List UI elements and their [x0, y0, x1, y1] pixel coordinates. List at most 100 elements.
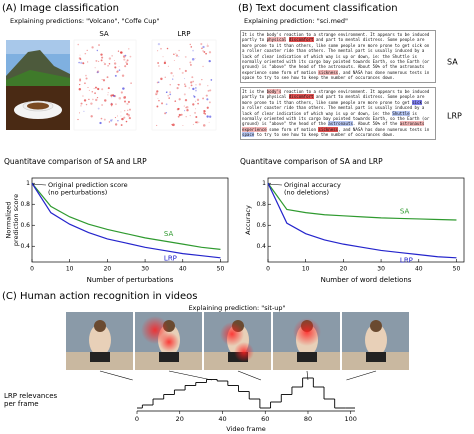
frame-connector — [237, 370, 262, 381]
heat-dot — [208, 101, 211, 104]
series-line — [31, 182, 221, 259]
heat-dot — [195, 87, 197, 89]
heat-dot — [110, 94, 113, 97]
panel-title: (A) Image classification — [2, 3, 119, 14]
heat-dot — [156, 124, 158, 127]
highlighted-word: Shuttle — [392, 110, 410, 116]
heat-dot — [78, 61, 80, 64]
series-label: LRP — [164, 254, 177, 262]
heat-dot — [110, 102, 112, 104]
method-label: SA — [447, 58, 458, 67]
heat-dot — [203, 112, 206, 115]
highlighted-word: astronauts — [328, 121, 353, 127]
heat-dot — [124, 65, 127, 68]
heat-dot — [110, 103, 113, 106]
heat-dot — [192, 49, 194, 52]
heat-dot — [208, 121, 210, 123]
heat-dot — [178, 56, 180, 58]
frame-connector — [346, 370, 377, 381]
heat-dot — [173, 60, 175, 61]
heat-dot — [130, 82, 132, 84]
heat-dot — [126, 103, 129, 106]
heat-dot — [100, 53, 103, 56]
x-tick-label: 20 — [104, 266, 112, 273]
heat-dot — [200, 42, 203, 46]
heat-dot — [107, 87, 110, 90]
heat-dot — [118, 69, 121, 71]
heat-dot — [101, 56, 104, 59]
document-text: It is the — [242, 89, 267, 94]
x-tick-label: 40 — [179, 266, 187, 273]
heat-dot — [195, 100, 197, 102]
heat-dot — [90, 102, 93, 105]
heat-dot — [101, 79, 103, 80]
heat-dot — [120, 124, 123, 126]
highlighted-word: discomfort — [288, 37, 314, 43]
heat-dot — [91, 46, 94, 49]
heat-dot — [180, 113, 183, 116]
heat-dot — [99, 121, 102, 125]
heat-dot — [191, 76, 194, 79]
series-line — [31, 182, 221, 250]
document-text: to try to see how to keep the number of … — [254, 132, 395, 138]
heat-dot — [123, 58, 126, 61]
person-head — [94, 320, 106, 332]
heat-dot — [100, 117, 103, 120]
x-axis-label: Number of word deletions — [321, 276, 412, 284]
heat-dot — [205, 94, 208, 97]
heat-dot — [192, 103, 195, 106]
heat-dot — [172, 75, 174, 77]
heat-dot — [83, 110, 85, 112]
heat-dot — [169, 91, 171, 93]
y-axis-label: Normalized — [4, 202, 12, 239]
heat-dot — [184, 110, 186, 112]
heat-dot — [155, 92, 158, 95]
person-head — [370, 320, 382, 332]
panel-subtitle: Explaining prediction: "sci.med" — [244, 17, 348, 25]
heat-dot — [186, 109, 189, 112]
x-tick-label: 30 — [141, 266, 149, 273]
document-text: , and NASA has done numerous tests in — [338, 126, 430, 132]
heat-dot — [110, 119, 113, 122]
x-axis-label: Video frame — [226, 425, 266, 433]
highlighted-word: sickness — [318, 69, 339, 75]
heat-dot — [101, 104, 104, 107]
heat-dot — [95, 86, 97, 89]
panel-subtitle: Explaining prediction: "sit-up" — [188, 304, 285, 312]
heat-dot — [103, 63, 107, 66]
heat-dot — [185, 106, 189, 109]
heat-dot — [85, 74, 87, 77]
heat-dot — [114, 74, 117, 77]
heat-dot — [166, 91, 168, 93]
heat-dot — [165, 103, 168, 106]
plot-frame — [267, 177, 465, 263]
heat-dot — [176, 108, 180, 111]
heat-dot — [84, 52, 87, 55]
heat-dot — [207, 89, 210, 92]
heat-dot — [157, 50, 159, 52]
x-tick-label: 0 — [266, 266, 270, 273]
plot-frame — [31, 177, 229, 263]
heat-dot — [193, 95, 196, 98]
heat-dot — [98, 44, 100, 46]
heat-dot — [158, 99, 160, 102]
heat-dot — [77, 118, 79, 121]
heat-dot — [120, 115, 122, 117]
heat-dot — [107, 65, 109, 67]
heat-dot — [94, 67, 96, 69]
highlighted-word: astronauts — [399, 121, 425, 127]
x-tick-label: 40 — [415, 266, 423, 273]
heat-dot — [207, 43, 209, 45]
heat-dot — [128, 108, 131, 111]
y-axis-label: prediction score — [12, 194, 20, 246]
heat-dot — [157, 81, 160, 84]
person-shorts — [297, 352, 317, 362]
x-tick-label: 10 — [302, 266, 310, 273]
heat-dot — [195, 121, 197, 124]
heat-dot — [96, 97, 99, 99]
y-tick-label: 0.6 — [256, 222, 266, 229]
heat-dot — [114, 60, 115, 61]
heat-dot — [125, 61, 128, 64]
heat-dot — [160, 47, 162, 50]
highlighted-word: sickness — [318, 126, 339, 132]
